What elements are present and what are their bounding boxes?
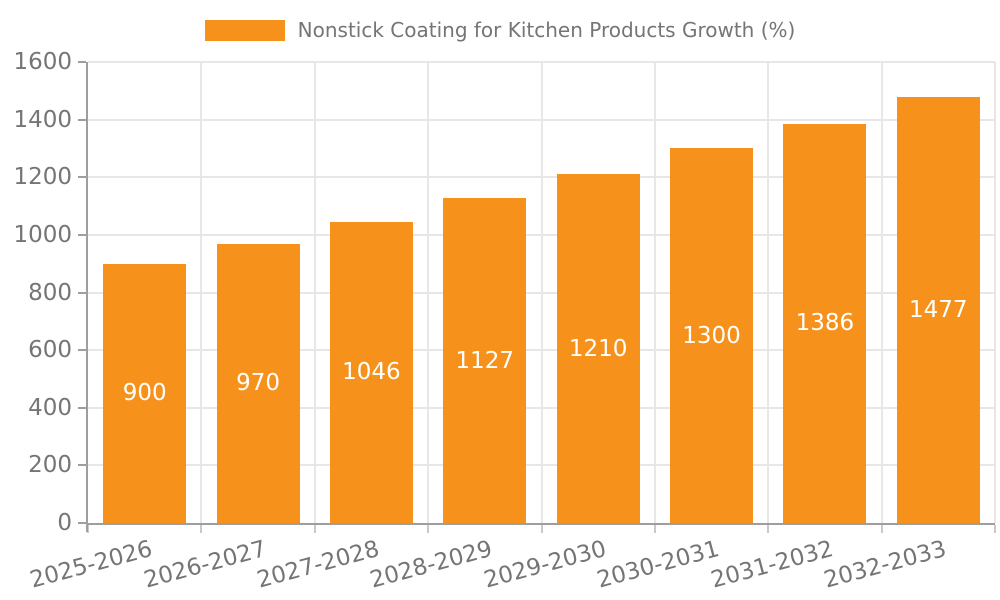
x-tick-label-2032-2033: 2032-2033 xyxy=(821,536,950,594)
gridline-x-8 xyxy=(994,62,996,523)
x-tick-8 xyxy=(994,525,996,533)
bar-value-label: 1386 xyxy=(795,310,855,337)
gridline-x-2 xyxy=(313,62,316,523)
x-tick-6 xyxy=(767,525,770,533)
y-tick-label-1400: 1400 xyxy=(13,106,72,133)
bar-2032-2033[interactable]: 1477 xyxy=(896,97,980,523)
x-tick-0 xyxy=(87,525,89,533)
bar-2029-2030[interactable]: 1210 xyxy=(556,174,640,523)
y-tick-label-400: 400 xyxy=(28,394,72,421)
x-tick-7 xyxy=(880,525,883,533)
legend[interactable]: Nonstick Coating for Kitchen Products Gr… xyxy=(0,13,1000,47)
y-tick-600 xyxy=(78,349,86,352)
y-tick-1400 xyxy=(78,118,86,121)
y-tick-label-1600: 1600 xyxy=(13,49,72,75)
y-tick-label-0: 0 xyxy=(57,510,72,536)
bar-value-label: 1300 xyxy=(682,322,741,349)
y-tick-800 xyxy=(78,291,86,294)
gridline-x-4 xyxy=(540,62,543,523)
x-tick-label-2031-2032: 2031-2032 xyxy=(707,536,836,594)
x-tick-label-2030-2031: 2030-2031 xyxy=(594,536,723,594)
bar-2027-2028[interactable]: 1046 xyxy=(329,221,413,523)
x-tick-3 xyxy=(427,525,430,533)
bar-2026-2027[interactable]: 970 xyxy=(216,243,300,523)
bar-value-label: 1477 xyxy=(909,297,968,324)
x-tick-label-2025-2026: 2025-2026 xyxy=(27,536,156,594)
y-tick-400 xyxy=(78,406,86,409)
bar-value-label: 970 xyxy=(236,370,281,397)
bar-value-label: 1046 xyxy=(342,359,401,386)
y-tick-label-800: 800 xyxy=(28,279,72,306)
y-tick-0 xyxy=(78,522,86,524)
bar-2028-2029[interactable]: 1127 xyxy=(443,198,527,523)
y-tick-label-1200: 1200 xyxy=(13,164,72,191)
x-tick-5 xyxy=(653,525,656,533)
x-tick-label-2026-2027: 2026-2027 xyxy=(140,536,269,594)
gridline-x-7 xyxy=(880,62,883,523)
bar-value-label: 900 xyxy=(122,380,167,407)
x-tick-1 xyxy=(200,525,203,533)
gridline-x-3 xyxy=(427,62,430,523)
bar-value-label: 1210 xyxy=(568,335,628,362)
x-tick-label-2027-2028: 2027-2028 xyxy=(254,536,383,594)
gridline-x-6 xyxy=(767,62,770,523)
y-tick-200 xyxy=(78,464,86,467)
legend-swatch xyxy=(204,19,285,41)
legend-label: Nonstick Coating for Kitchen Products Gr… xyxy=(297,18,796,42)
y-tick-label-1000: 1000 xyxy=(13,221,72,248)
x-tick-4 xyxy=(540,525,543,533)
x-tick-2 xyxy=(313,525,316,533)
gridline-x-5 xyxy=(653,62,656,523)
y-tick-1200 xyxy=(78,176,86,179)
y-tick-label-600: 600 xyxy=(28,337,72,364)
gridline-x-1 xyxy=(200,62,203,523)
bar-value-label: 1127 xyxy=(455,347,515,374)
y-tick-1600 xyxy=(78,61,86,63)
x-tick-label-2029-2030: 2029-2030 xyxy=(481,536,609,594)
y-tick-1000 xyxy=(78,233,86,236)
y-tick-label-200: 200 xyxy=(28,452,72,479)
bar-2030-2031[interactable]: 1300 xyxy=(670,148,754,523)
bar-2031-2032[interactable]: 1386 xyxy=(783,123,867,523)
bar-2025-2026[interactable]: 900 xyxy=(103,263,187,523)
y-axis-line xyxy=(86,62,88,532)
x-tick-label-2028-2029: 2028-2029 xyxy=(367,536,496,594)
x-axis-line xyxy=(86,523,995,525)
